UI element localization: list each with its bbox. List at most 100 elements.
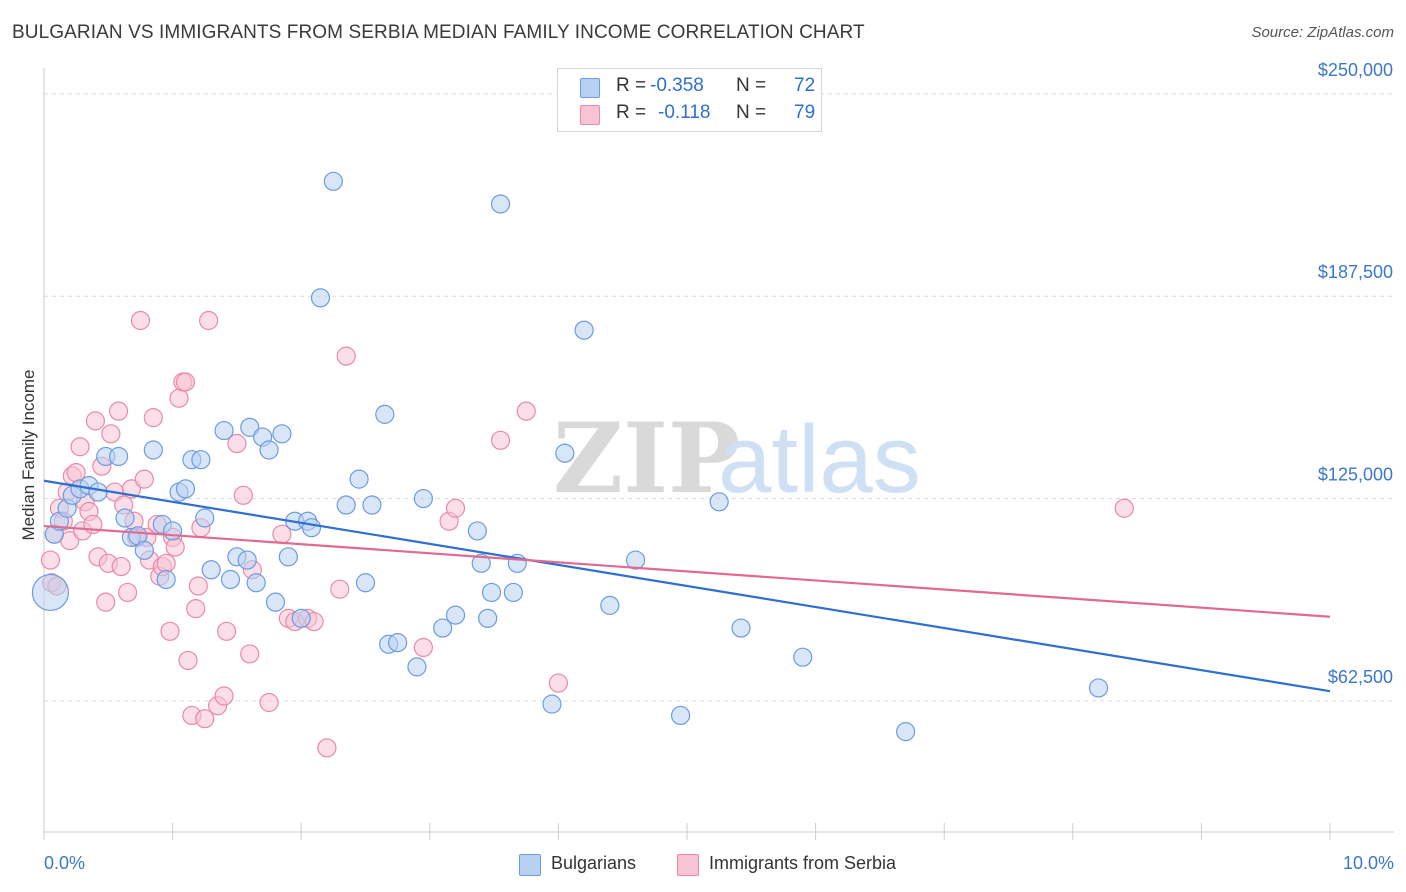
data-point[interactable] xyxy=(217,621,237,641)
y-tick-label: $250,000 xyxy=(1318,60,1393,80)
data-point[interactable] xyxy=(85,411,106,431)
bottom-legend-label: Bulgarians xyxy=(551,853,637,873)
data-point[interactable] xyxy=(375,404,395,424)
data-point[interactable] xyxy=(130,310,151,331)
data-point[interactable] xyxy=(227,433,247,454)
data-point[interactable] xyxy=(240,644,260,664)
data-point[interactable] xyxy=(793,647,813,667)
data-point[interactable] xyxy=(323,171,343,191)
data-point[interactable] xyxy=(237,550,257,570)
data-point[interactable] xyxy=(471,553,491,573)
data-point[interactable] xyxy=(548,673,569,693)
bottom-legend-swatch-pink xyxy=(677,854,699,876)
data-point[interactable] xyxy=(625,550,646,570)
data-point[interactable] xyxy=(310,288,331,308)
data-point[interactable] xyxy=(481,582,502,603)
source-credit: Source: ZipAtlas.com xyxy=(1251,24,1394,41)
data-point[interactable] xyxy=(336,495,356,515)
data-point[interactable] xyxy=(467,521,487,541)
data-point[interactable] xyxy=(70,437,90,457)
data-point[interactable] xyxy=(265,592,286,612)
trend-lines xyxy=(43,479,1331,693)
data-point[interactable] xyxy=(201,560,221,580)
data-point[interactable] xyxy=(388,633,408,653)
axes xyxy=(43,68,1394,840)
data-point[interactable] xyxy=(490,194,511,214)
data-point[interactable] xyxy=(175,372,196,392)
data-point[interactable] xyxy=(233,485,253,505)
data-point[interactable] xyxy=(160,621,180,641)
data-point[interactable] xyxy=(600,595,620,615)
data-point[interactable] xyxy=(413,637,433,658)
data-point[interactable] xyxy=(108,401,129,421)
data-point[interactable] xyxy=(199,310,219,331)
data-point[interactable] xyxy=(188,576,208,596)
data-point[interactable] xyxy=(115,508,135,528)
data-point[interactable] xyxy=(542,694,562,714)
data-point[interactable] xyxy=(709,492,729,512)
data-point[interactable] xyxy=(134,469,154,489)
data-point[interactable] xyxy=(246,573,266,593)
data-point[interactable] xyxy=(178,650,198,671)
data-point[interactable] xyxy=(88,482,108,502)
data-point[interactable] xyxy=(134,540,154,560)
legend-n-value: 79 xyxy=(794,102,816,123)
data-point[interactable] xyxy=(220,569,241,590)
data-point[interactable] xyxy=(165,537,185,557)
data-point[interactable] xyxy=(214,420,234,441)
data-point[interactable] xyxy=(413,488,433,509)
data-point[interactable] xyxy=(156,553,176,573)
data-point[interactable] xyxy=(240,417,260,437)
data-point[interactable] xyxy=(143,440,163,460)
data-point[interactable] xyxy=(555,443,575,463)
data-point[interactable] xyxy=(355,573,376,593)
data-point[interactable] xyxy=(214,686,234,706)
data-point[interactable] xyxy=(574,320,594,340)
data-point[interactable] xyxy=(259,440,279,460)
data-point[interactable] xyxy=(503,582,523,603)
data-point[interactable] xyxy=(317,738,337,758)
data-point[interactable] xyxy=(186,599,206,619)
data-point[interactable] xyxy=(278,547,298,567)
data-point[interactable] xyxy=(272,424,292,444)
y-tick-label: $125,000 xyxy=(1318,465,1393,485)
data-point[interactable] xyxy=(336,346,356,366)
data-point[interactable] xyxy=(111,556,131,577)
data-point[interactable] xyxy=(445,605,466,625)
data-point[interactable] xyxy=(259,692,279,713)
data-point[interactable] xyxy=(195,508,215,528)
data-point[interactable] xyxy=(330,579,350,599)
data-point[interactable] xyxy=(291,608,311,628)
data-point[interactable] xyxy=(478,608,498,628)
data-point[interactable] xyxy=(169,388,189,408)
data-point[interactable] xyxy=(108,446,129,467)
data-point[interactable] xyxy=(1114,498,1134,518)
data-point[interactable] xyxy=(191,450,211,470)
data-point[interactable] xyxy=(407,657,427,677)
data-point[interactable] xyxy=(143,408,163,428)
data-point[interactable] xyxy=(731,618,751,638)
chart-title: BULGARIAN VS IMMIGRANTS FROM SERBIA MEDI… xyxy=(12,22,865,43)
data-point[interactable] xyxy=(1088,678,1109,698)
data-point[interactable] xyxy=(117,582,138,603)
legend-swatch-blue xyxy=(580,78,600,98)
data-point[interactable] xyxy=(301,518,322,538)
data-point[interactable] xyxy=(101,424,121,444)
data-point[interactable] xyxy=(96,592,116,612)
data-point[interactable] xyxy=(175,479,196,499)
data-point[interactable] xyxy=(445,498,466,518)
data-point[interactable] xyxy=(896,722,916,742)
data-point[interactable] xyxy=(362,495,382,515)
data-point[interactable] xyxy=(433,618,453,638)
data-point[interactable] xyxy=(195,709,215,729)
data-point[interactable] xyxy=(516,401,536,421)
data-point[interactable] xyxy=(490,430,511,450)
data-point[interactable] xyxy=(163,521,183,541)
data-point[interactable] xyxy=(40,550,61,570)
data-point[interactable] xyxy=(31,573,70,612)
data-point[interactable] xyxy=(670,705,691,726)
data-point[interactable] xyxy=(349,469,369,489)
legend-n-label: N = xyxy=(736,75,767,96)
data-point[interactable] xyxy=(156,569,176,590)
